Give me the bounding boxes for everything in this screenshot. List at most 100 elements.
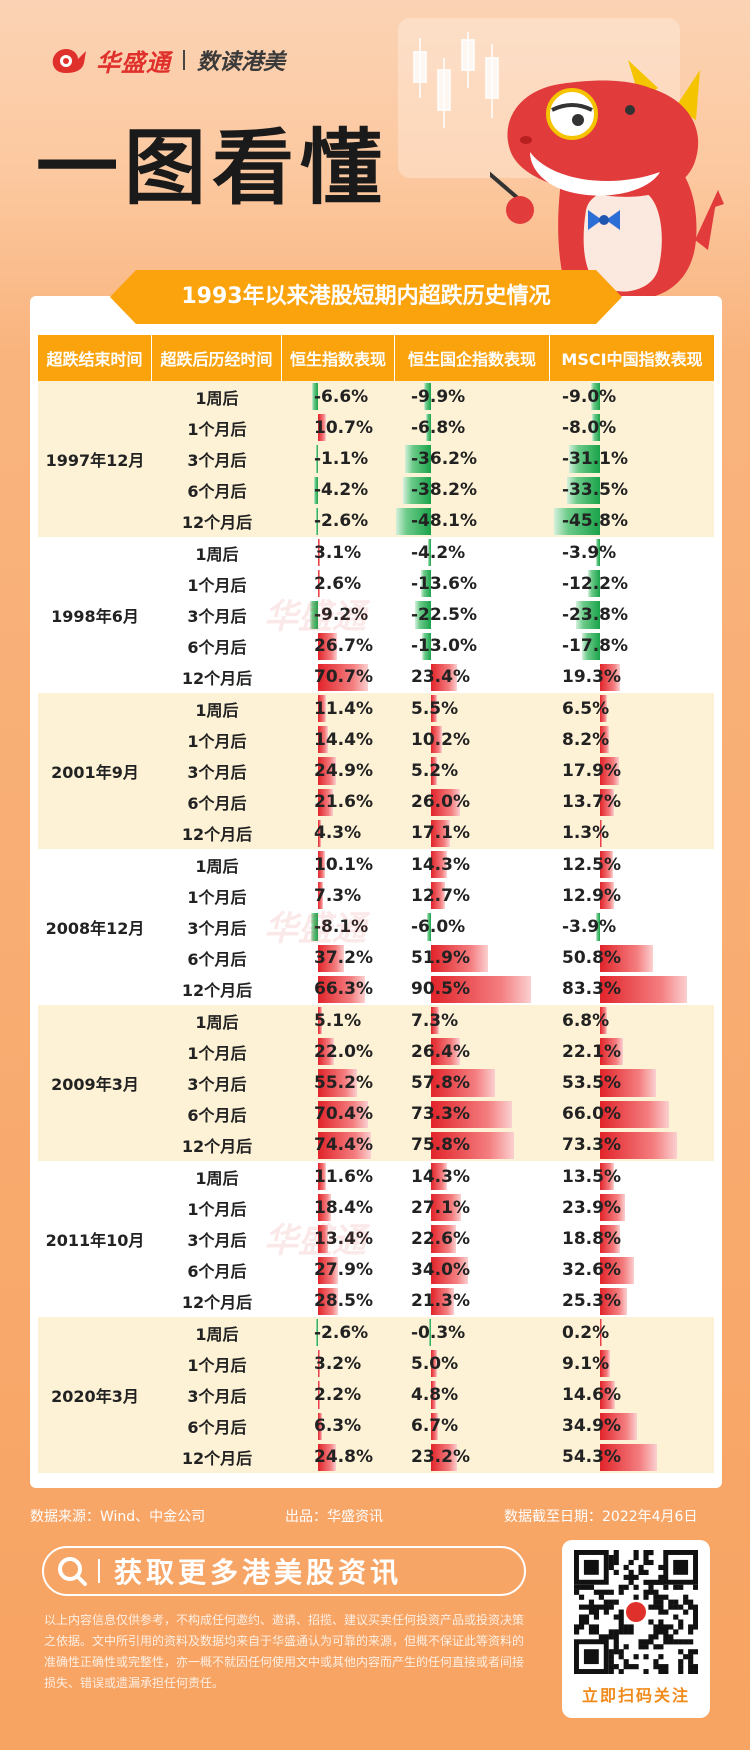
value-cell-msci: -31.1% xyxy=(550,443,714,474)
table-row: 1周后 3.1% -4.2% -3.9% xyxy=(152,537,714,568)
value-cell-hsi: 10.7% xyxy=(282,412,395,443)
value-cell-hsi: 24.8% xyxy=(282,1442,395,1473)
period-label: 12个月后 xyxy=(181,1293,253,1313)
positive-bar xyxy=(318,1194,332,1222)
value-cell-hscei: 90.5% xyxy=(395,974,550,1005)
table-row: 1个月后 7.3% 12.7% 12.9% xyxy=(152,880,714,911)
value-cell-hscei: 5.5% xyxy=(395,693,550,724)
value-cell-hsi: 21.6% xyxy=(282,787,395,818)
disclaimer-text: 以上内容信息仅供参考，不构成任何邀约、邀请、招揽、建议买卖任何投资产品或投资决策… xyxy=(44,1613,525,1690)
table-row: 3个月后 -8.1% -6.0% -3.9% xyxy=(152,911,714,942)
positive-bar xyxy=(600,1007,608,1035)
positive-bar xyxy=(431,757,437,785)
value-text: 70.4% xyxy=(314,1104,373,1125)
positive-bar xyxy=(600,1194,626,1222)
negative-bar xyxy=(314,476,318,504)
value-cell-hsi: -1.1% xyxy=(282,443,395,474)
period-label: 6个月后 xyxy=(187,638,247,658)
value-cell-hscei: -48.1% xyxy=(395,506,550,537)
value-cell-hscei: 57.8% xyxy=(395,1067,550,1098)
value-cell-hscei: 4.8% xyxy=(395,1379,550,1410)
value-cell-hsi: 18.4% xyxy=(282,1192,395,1223)
table-row: 3个月后 13.4% 22.6% 18.8% xyxy=(152,1223,714,1254)
value-cell-hscei: -0.3% xyxy=(395,1317,550,1348)
positive-bar xyxy=(431,944,489,972)
positive-bar xyxy=(600,1287,627,1315)
value-cell-hsi: 7.3% xyxy=(282,880,395,911)
value-text: -8.0% xyxy=(562,417,617,438)
value-text: -12.2% xyxy=(562,573,629,594)
value-text: 19.3% xyxy=(562,667,621,688)
table-row: 3个月后 -9.2% -22.5% -23.8% xyxy=(152,599,714,630)
header-hscei: 恒生国企指数表现 xyxy=(395,335,550,381)
group-rows: 1周后 10.1% 14.3% 12.5% 1个月后 7.3% 12.7% 12.9% 3个月后… xyxy=(152,849,714,1005)
value-cell-hsi: 70.4% xyxy=(282,1099,395,1130)
positive-bar xyxy=(431,1256,469,1284)
negative-bar xyxy=(421,632,431,660)
value-text: 11.6% xyxy=(314,1166,373,1187)
positive-bar xyxy=(431,851,447,879)
table-row: 1周后 -2.6% -0.3% 0.2% xyxy=(152,1317,714,1348)
group-date-label: 2020年3月 xyxy=(51,1387,139,1406)
negative-bar xyxy=(396,507,431,535)
positive-bar xyxy=(431,1194,461,1222)
positive-bar xyxy=(318,1131,371,1159)
value-text: 22.1% xyxy=(562,1041,621,1062)
value-cell-hsi: 10.1% xyxy=(282,849,395,880)
value-cell-msci: 50.8% xyxy=(550,943,714,974)
value-text: 6.7% xyxy=(411,1416,459,1437)
period-label: 1周后 xyxy=(195,388,239,408)
table-row: 6个月后 26.7% -13.0% -17.8% xyxy=(152,631,714,662)
positive-bar xyxy=(318,632,337,660)
positive-bar xyxy=(318,414,326,442)
as-of-date: 数据截至日期：2022年4月6日 xyxy=(504,1509,698,1525)
positive-bar xyxy=(431,1069,495,1097)
value-cell-msci: 73.3% xyxy=(550,1130,714,1161)
value-text: 2.2% xyxy=(314,1384,362,1405)
value-text: 22.6% xyxy=(411,1228,470,1249)
value-text: 17.9% xyxy=(562,760,621,781)
group-rows: 1周后 11.4% 5.5% 6.5% 1个月后 14.4% 10.2% 8.2% 3个月后 24… xyxy=(152,693,714,849)
value-cell-msci: 34.9% xyxy=(550,1411,714,1442)
period-label: 3个月后 xyxy=(187,1386,247,1406)
value-cell-hscei: 7.3% xyxy=(395,1005,550,1036)
value-text: 37.2% xyxy=(314,948,373,969)
value-text: 75.8% xyxy=(411,1135,470,1156)
qr-code-card[interactable]: 立即扫码关注 xyxy=(562,1540,710,1718)
positive-bar xyxy=(600,1256,635,1284)
title-ribbon-shape xyxy=(110,270,622,324)
value-text: 53.5% xyxy=(562,1072,621,1093)
value-text: 9.1% xyxy=(562,1353,610,1374)
more-news-button[interactable]: 获取更多港美股资讯 xyxy=(42,1546,526,1596)
value-cell-hscei: 26.0% xyxy=(395,787,550,818)
value-cell-msci: -33.5% xyxy=(550,475,714,506)
value-cell-hscei: 14.3% xyxy=(395,1161,550,1192)
table-row: 12个月后 70.7% 23.4% 19.3% xyxy=(152,662,714,693)
value-cell-hscei: 75.8% xyxy=(395,1130,550,1161)
value-text: -0.3% xyxy=(411,1322,466,1343)
value-cell-hsi: 55.2% xyxy=(282,1067,395,1098)
value-cell-hsi: 27.9% xyxy=(282,1255,395,1286)
group-date-label: 2009年3月 xyxy=(51,1075,139,1094)
negative-bar xyxy=(582,632,600,660)
value-cell-hsi: 74.4% xyxy=(282,1130,395,1161)
value-cell-hsi: 11.6% xyxy=(282,1161,395,1192)
positive-bar xyxy=(318,1038,334,1066)
value-cell-msci: 53.5% xyxy=(550,1067,714,1098)
value-text: 12.7% xyxy=(411,885,470,906)
positive-bar xyxy=(318,1287,339,1315)
period-label: 3个月后 xyxy=(187,1230,247,1250)
positive-bar xyxy=(318,975,366,1003)
period-label: 1个月后 xyxy=(187,419,247,439)
table-row: 1个月后 10.7% -6.8% -8.0% xyxy=(152,412,714,443)
negative-bar xyxy=(315,507,318,535)
period-label: 3个月后 xyxy=(187,606,247,626)
period-label: 6个月后 xyxy=(187,794,247,814)
negative-bar xyxy=(403,476,431,504)
value-text: -2.6% xyxy=(314,1322,369,1343)
value-cell-hsi: 13.4% xyxy=(282,1223,395,1254)
value-cell-hscei: -6.0% xyxy=(395,911,550,942)
period-label: 1周后 xyxy=(195,544,239,564)
value-cell-msci: 23.9% xyxy=(550,1192,714,1223)
value-text: -17.8% xyxy=(562,636,629,657)
